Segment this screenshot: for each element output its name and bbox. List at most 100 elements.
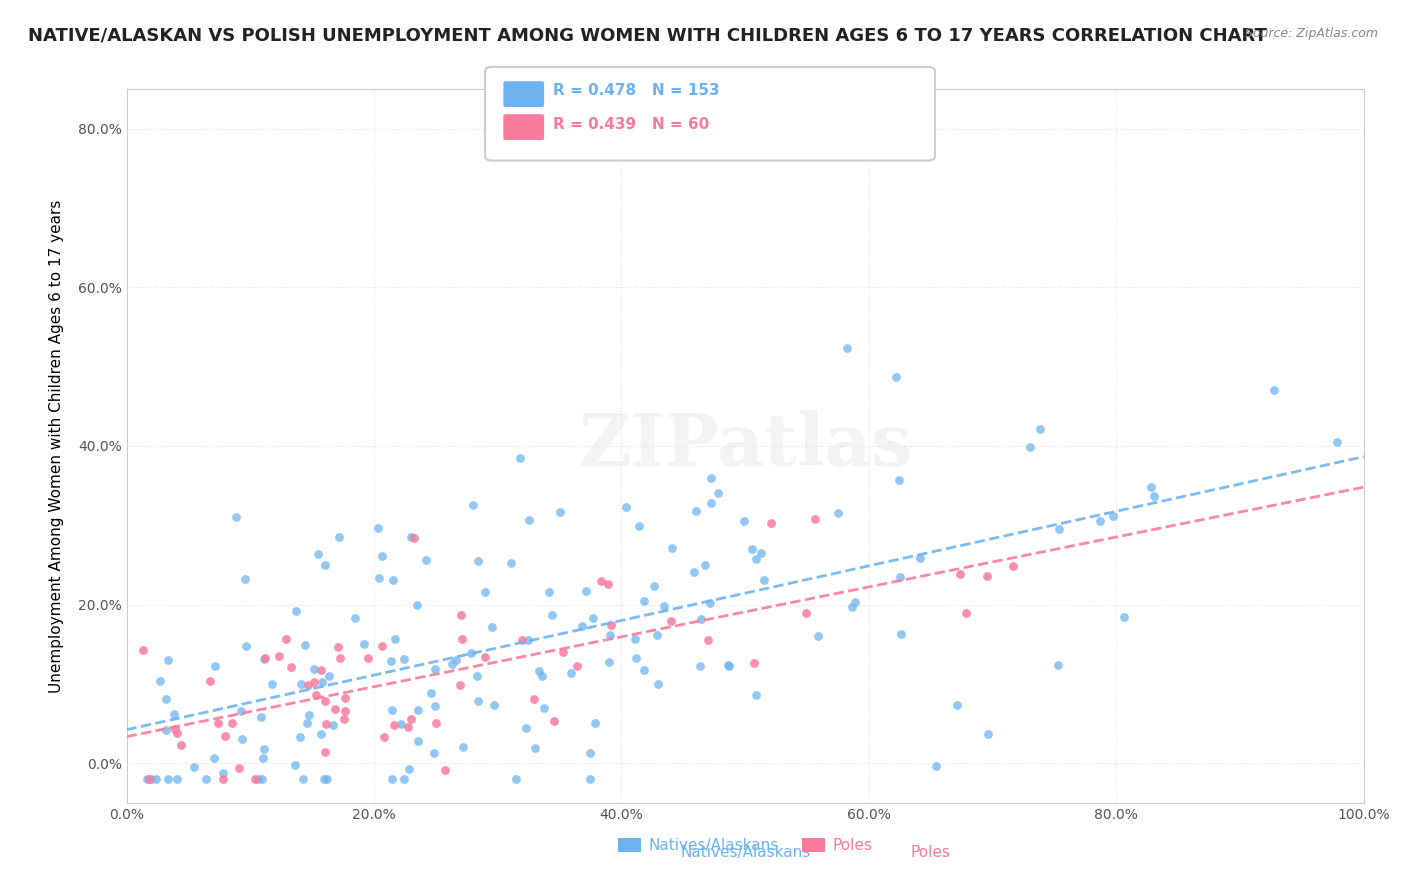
Point <box>697 632 720 647</box>
Point <box>599 618 621 632</box>
Point <box>565 659 588 673</box>
Point <box>406 703 429 717</box>
Point <box>298 708 321 723</box>
Point <box>373 730 395 744</box>
Point <box>423 746 446 760</box>
Point <box>145 772 167 786</box>
Point <box>221 715 243 730</box>
Point <box>280 659 302 673</box>
Point <box>166 725 188 739</box>
Point <box>425 715 447 730</box>
Point <box>661 541 683 556</box>
Point <box>253 652 276 666</box>
Point <box>292 772 315 786</box>
Point <box>396 720 419 734</box>
Point <box>392 772 415 786</box>
Point <box>460 646 482 660</box>
Point <box>717 658 740 673</box>
Point <box>908 550 931 565</box>
Point <box>254 650 277 665</box>
Point <box>1090 514 1112 528</box>
Point <box>589 574 612 588</box>
Point <box>581 611 603 625</box>
Point <box>517 632 540 647</box>
Point <box>977 726 1000 740</box>
Text: Natives/Alaskans: Natives/Alaskans <box>681 846 810 860</box>
Point <box>1001 558 1024 573</box>
Point <box>474 650 496 665</box>
Point <box>166 772 188 786</box>
Point <box>198 674 221 689</box>
Point <box>307 547 329 561</box>
Point <box>1029 422 1052 436</box>
Point <box>214 729 236 743</box>
Point <box>700 496 723 510</box>
Point <box>509 451 531 466</box>
Point <box>745 551 768 566</box>
Point <box>136 772 159 786</box>
Point <box>1142 489 1164 503</box>
Point <box>537 585 560 599</box>
Point <box>548 505 571 519</box>
Point <box>267 648 290 663</box>
Point <box>356 651 378 665</box>
Point <box>467 554 489 568</box>
Point <box>353 637 375 651</box>
Point <box>474 585 496 599</box>
Point <box>326 640 349 654</box>
Point <box>706 485 728 500</box>
Point <box>759 516 782 530</box>
Point <box>274 632 297 646</box>
Point <box>285 604 308 618</box>
Point <box>391 717 413 731</box>
Point <box>467 694 489 708</box>
Point <box>380 654 402 668</box>
Point <box>163 722 186 736</box>
Point <box>889 570 911 584</box>
Point <box>149 674 172 689</box>
Point <box>294 638 316 652</box>
Point <box>252 751 274 765</box>
Point <box>734 514 756 528</box>
Point <box>599 628 621 642</box>
Point <box>717 658 740 673</box>
Point <box>976 569 998 583</box>
Point <box>465 669 488 683</box>
Point <box>138 772 160 786</box>
Point <box>695 558 717 573</box>
Point <box>228 761 250 775</box>
Point <box>551 644 574 658</box>
Point <box>685 504 707 518</box>
Point <box>827 506 849 520</box>
Point <box>1114 610 1136 624</box>
Point <box>415 552 437 566</box>
Point <box>297 678 319 692</box>
Point <box>444 653 467 667</box>
Point <box>183 760 205 774</box>
Point <box>645 628 668 642</box>
Point <box>229 704 252 718</box>
Point <box>408 733 430 747</box>
Point <box>246 772 269 786</box>
Point <box>517 513 540 527</box>
Point <box>571 618 593 632</box>
Point <box>332 712 354 726</box>
Point <box>540 608 562 623</box>
Point <box>302 675 325 690</box>
Text: Source: ZipAtlas.com: Source: ZipAtlas.com <box>1244 27 1378 40</box>
Point <box>202 751 225 765</box>
Point <box>309 726 332 740</box>
Point <box>314 745 336 759</box>
Point <box>1326 434 1348 449</box>
Point <box>955 606 977 620</box>
Point <box>505 772 527 786</box>
Point <box>367 521 389 535</box>
Point <box>598 655 620 669</box>
Point <box>441 657 464 671</box>
Point <box>451 632 474 646</box>
Point <box>643 579 665 593</box>
Point <box>744 656 766 670</box>
Point <box>841 600 863 615</box>
Point <box>946 698 969 713</box>
Point <box>481 620 503 634</box>
